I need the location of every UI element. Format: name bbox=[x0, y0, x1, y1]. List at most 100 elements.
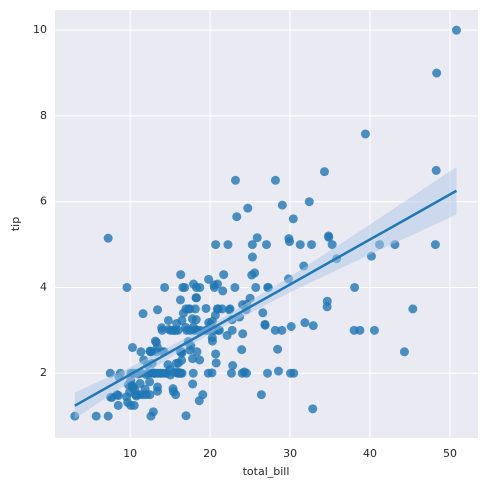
point bbox=[222, 331, 232, 341]
point bbox=[286, 368, 296, 378]
x-tick-label: 10 bbox=[123, 447, 137, 460]
point bbox=[431, 165, 441, 175]
x-tick-label: 50 bbox=[443, 447, 457, 460]
point bbox=[103, 233, 113, 243]
point bbox=[430, 240, 440, 250]
point bbox=[247, 240, 257, 250]
point bbox=[153, 305, 163, 315]
point bbox=[211, 349, 221, 359]
point bbox=[145, 377, 155, 387]
point bbox=[360, 129, 370, 139]
point bbox=[300, 318, 310, 328]
point bbox=[270, 175, 280, 185]
point bbox=[230, 282, 240, 292]
point bbox=[126, 400, 136, 410]
point bbox=[122, 282, 132, 292]
x-tick-label: 40 bbox=[363, 447, 377, 460]
point bbox=[149, 368, 159, 378]
point bbox=[324, 232, 334, 242]
point bbox=[238, 329, 248, 339]
point bbox=[369, 325, 379, 335]
point bbox=[191, 315, 201, 325]
point bbox=[212, 304, 222, 314]
point bbox=[258, 308, 268, 318]
point bbox=[327, 240, 337, 250]
point bbox=[451, 25, 461, 35]
point bbox=[223, 240, 233, 250]
point bbox=[308, 321, 318, 331]
y-tick-label: 10 bbox=[33, 23, 47, 36]
point bbox=[177, 315, 187, 325]
y-tick-label: 2 bbox=[40, 366, 47, 379]
point bbox=[201, 303, 211, 313]
point bbox=[185, 325, 195, 335]
point bbox=[171, 390, 181, 400]
regression-line bbox=[74, 189, 458, 407]
point bbox=[103, 411, 113, 421]
point bbox=[194, 396, 204, 406]
point bbox=[131, 391, 141, 401]
point bbox=[432, 68, 442, 78]
point bbox=[169, 367, 179, 377]
point bbox=[218, 286, 228, 296]
point bbox=[277, 325, 287, 335]
point bbox=[191, 293, 201, 303]
point bbox=[304, 197, 314, 207]
y-tick-label: 4 bbox=[40, 280, 47, 293]
point bbox=[91, 411, 101, 421]
point bbox=[277, 200, 287, 210]
point bbox=[232, 212, 242, 222]
point bbox=[252, 233, 262, 243]
point bbox=[247, 252, 257, 262]
confidence-band bbox=[74, 166, 457, 419]
point bbox=[355, 325, 365, 335]
point bbox=[195, 282, 205, 292]
point bbox=[153, 386, 163, 396]
point bbox=[127, 343, 137, 353]
point bbox=[273, 344, 283, 354]
point bbox=[204, 274, 214, 284]
point bbox=[178, 282, 188, 292]
point bbox=[169, 325, 179, 335]
point bbox=[188, 354, 198, 364]
point bbox=[176, 270, 186, 280]
point bbox=[113, 400, 123, 410]
point bbox=[273, 366, 283, 376]
point bbox=[243, 203, 253, 213]
point bbox=[163, 360, 173, 370]
point bbox=[251, 282, 261, 292]
point bbox=[322, 296, 332, 306]
point bbox=[399, 347, 409, 357]
y-tick-label: 8 bbox=[40, 109, 47, 122]
point bbox=[211, 358, 221, 368]
point bbox=[195, 355, 205, 365]
point bbox=[188, 379, 198, 389]
point bbox=[136, 347, 146, 357]
point bbox=[160, 282, 170, 292]
point bbox=[181, 411, 191, 421]
point bbox=[263, 368, 273, 378]
point bbox=[237, 345, 247, 355]
point bbox=[228, 361, 238, 371]
point bbox=[146, 411, 156, 421]
point bbox=[224, 305, 234, 315]
point bbox=[226, 368, 236, 378]
point bbox=[192, 347, 202, 357]
point bbox=[247, 270, 257, 280]
point bbox=[138, 309, 148, 319]
x-axis-label: total_bill bbox=[243, 465, 290, 478]
point bbox=[307, 240, 317, 250]
point bbox=[219, 270, 229, 280]
point bbox=[260, 319, 270, 329]
point bbox=[256, 390, 266, 400]
x-tick-label: 30 bbox=[283, 447, 297, 460]
point bbox=[295, 240, 305, 250]
y-tick-label: 6 bbox=[40, 195, 47, 208]
point bbox=[262, 240, 271, 250]
point bbox=[319, 167, 329, 177]
point bbox=[237, 368, 247, 378]
point bbox=[190, 304, 200, 314]
y-axis-label: tip bbox=[9, 217, 22, 231]
point bbox=[163, 315, 173, 325]
